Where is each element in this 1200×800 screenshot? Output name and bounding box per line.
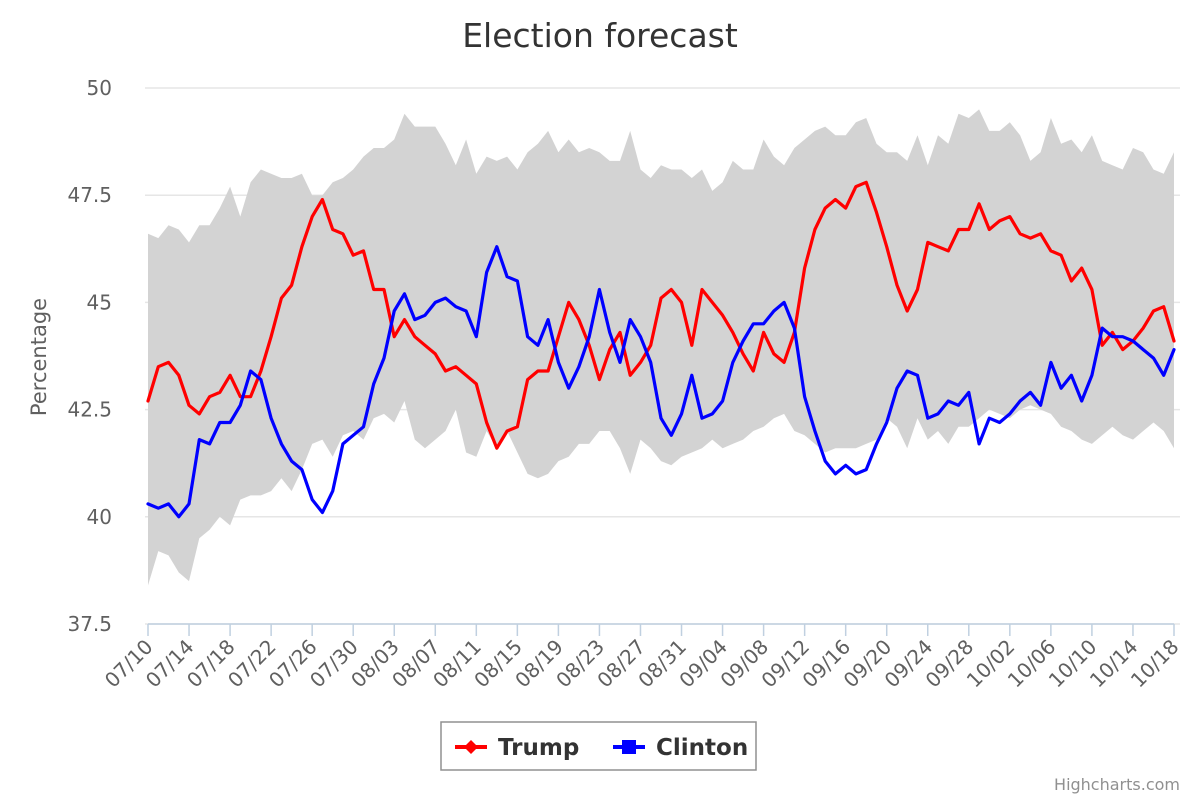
chart-title: Election forecast	[462, 16, 738, 55]
legend-box	[440, 721, 757, 771]
y-tick-label: 40	[87, 505, 112, 529]
square-marker-icon	[622, 740, 636, 754]
y-axis: 37.5 40 42.5 45 47.5 50	[67, 76, 112, 636]
legend-label-trump: Trump	[498, 735, 579, 761]
range-band	[148, 109, 1174, 586]
series-line-trump[interactable]	[146, 180, 1176, 450]
credits-link[interactable]: Highcharts.com	[1054, 775, 1180, 794]
y-tick-label: 47.5	[67, 183, 112, 207]
legend-item-clinton[interactable]: Clinton	[613, 735, 748, 761]
series-line-clinton[interactable]	[146, 245, 1176, 519]
x-axis: 07/1007/1407/1807/2207/2607/3008/0308/07…	[100, 623, 1184, 693]
legend: Trump Clinton	[440, 721, 757, 771]
y-tick-label: 45	[87, 290, 112, 314]
legend-item-trump[interactable]: Trump	[455, 735, 579, 761]
y-tick-label: 50	[87, 76, 112, 100]
x-tick-label: 10/18	[1126, 635, 1184, 693]
series-lines	[146, 180, 1176, 519]
y-axis-label: Percentage	[27, 298, 51, 416]
legend-label-clinton: Clinton	[656, 735, 748, 761]
y-tick-label: 37.5	[67, 612, 112, 636]
diamond-marker-icon	[464, 740, 478, 754]
y-tick-label: 42.5	[67, 398, 112, 422]
